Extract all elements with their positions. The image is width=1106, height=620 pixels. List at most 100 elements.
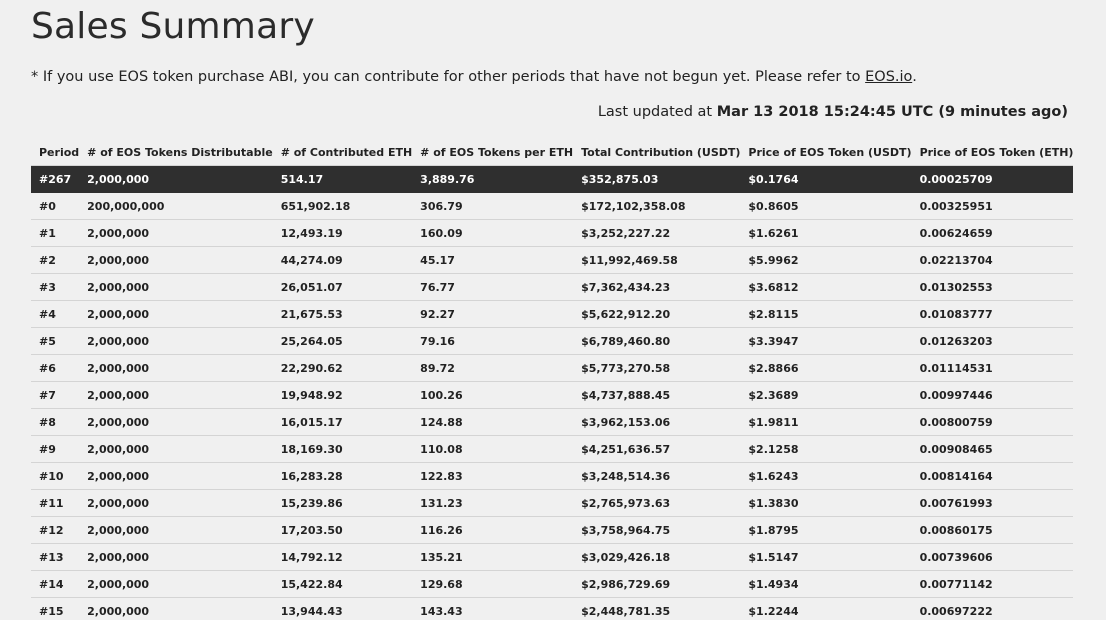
cell-price-eth: 0.00800759 [911,408,1074,436]
cell-tokens-per-eth: 160.09 [412,219,574,247]
cell-tokens-per-eth: 45.17 [412,246,574,274]
cell-total-contribution: $7,362,434.23 [573,273,741,301]
cell-price-usdt: $3.3947 [740,327,912,355]
cell-price-usdt: $2.8866 [740,354,912,382]
sales-table: Period # of EOS Tokens Distributable # o… [31,139,1074,620]
cell-price-usdt: $2.8115 [740,300,912,328]
cell-tokens-per-eth: 306.79 [412,192,574,220]
cell-total-contribution: $11,992,469.58 [573,246,741,274]
current-period-row: #267 2,000,000 514.17 3,889.76 $352,875.… [31,165,1074,193]
last-updated-timestamp: Mar 13 2018 15:24:45 UTC (9 minutes ago) [716,104,1068,120]
cell-total-contribution: $352,875.03 [573,165,741,193]
cell-tokens-per-eth: 124.88 [412,408,574,436]
cell-period: #15 [31,597,80,620]
cell-tokens-distributable: 2,000,000 [79,300,273,328]
cell-price-usdt: $3.6812 [740,273,912,301]
cell-total-contribution: $4,737,888.45 [573,381,741,409]
note-text: * If you use EOS token purchase ABI, you… [31,69,866,85]
cell-tokens-distributable: 2,000,000 [79,354,273,382]
header-price-eth: Price of EOS Token (ETH) [911,139,1074,166]
cell-period: #14 [31,570,80,598]
table-row: #8 2,000,000 16,015.17 124.88 $3,962,153.06 $… [31,408,1074,436]
cell-price-usdt: $1.6243 [740,462,912,490]
cell-contributed-eth: 16,015.17 [272,408,413,436]
cell-total-contribution: $6,789,460.80 [573,327,741,355]
cell-tokens-per-eth: 3,889.76 [412,165,574,193]
note-suffix: . [912,69,917,85]
cell-tokens-distributable: 2,000,000 [79,516,273,544]
cell-price-eth: 0.01114531 [911,354,1074,382]
header-price-usdt: Price of EOS Token (USDT) [740,139,912,166]
cell-period: #10 [31,462,80,490]
cell-tokens-per-eth: 131.23 [412,489,574,517]
cell-price-eth: 0.02213704 [911,246,1074,274]
table-row: #7 2,000,000 19,948.92 100.26 $4,737,888.45 $… [31,381,1074,409]
cell-period: #9 [31,435,80,463]
last-updated-label: Last updated at [597,104,717,120]
table-row: #9 2,000,000 18,169.30 110.08 $4,251,636.57 $… [31,435,1074,463]
cell-price-eth: 0.00908465 [911,435,1074,463]
cell-price-eth: 0.00814164 [911,462,1074,490]
cell-contributed-eth: 15,239.86 [272,489,413,517]
cell-tokens-distributable: 2,000,000 [79,570,273,598]
cell-tokens-distributable: 2,000,000 [79,435,273,463]
header-contributed-eth: # of Contributed ETH [272,139,413,166]
cell-period: #2 [31,246,80,274]
purchase-note: * If you use EOS token purchase ABI, you… [31,69,917,85]
table-row: #5 2,000,000 25,264.05 79.16 $6,789,460.80 $3… [31,327,1074,355]
cell-price-usdt: $1.9811 [740,408,912,436]
cell-contributed-eth: 14,792.12 [272,543,413,571]
cell-tokens-per-eth: 89.72 [412,354,574,382]
cell-price-usdt: $2.3689 [740,381,912,409]
cell-price-eth: 0.00860175 [911,516,1074,544]
cell-contributed-eth: 16,283.28 [272,462,413,490]
cell-total-contribution: $2,448,781.35 [573,597,741,620]
cell-period: #4 [31,300,80,328]
cell-contributed-eth: 514.17 [272,165,413,193]
cell-price-eth: 0.01263203 [911,327,1074,355]
table-row: #1 2,000,000 12,493.19 160.09 $3,252,227.22 $… [31,219,1074,247]
cell-total-contribution: $172,102,358.08 [573,192,741,220]
cell-price-usdt: $1.2244 [740,597,912,620]
cell-price-eth: 0.00624659 [911,219,1074,247]
last-updated: Last updated at Mar 13 2018 15:24:45 UTC… [598,104,1068,120]
cell-price-usdt: $5.9962 [740,246,912,274]
cell-price-usdt: $1.8795 [740,516,912,544]
cell-total-contribution: $5,773,270.58 [573,354,741,382]
cell-price-eth: 0.01083777 [911,300,1074,328]
cell-contributed-eth: 18,169.30 [272,435,413,463]
cell-total-contribution: $3,248,514.36 [573,462,741,490]
table-row: #13 2,000,000 14,792.12 135.21 $3,029,426.18… [31,543,1074,571]
cell-contributed-eth: 25,264.05 [272,327,413,355]
cell-tokens-distributable: 2,000,000 [79,462,273,490]
cell-tokens-per-eth: 122.83 [412,462,574,490]
cell-period: #0 [31,192,80,220]
page-title: Sales Summary [31,6,315,47]
cell-contributed-eth: 13,944.43 [272,597,413,620]
cell-period: #1 [31,219,80,247]
table-header-row: Period # of EOS Tokens Distributable # o… [31,139,1074,166]
header-tokens-per-eth: # of EOS Tokens per ETH [412,139,574,166]
cell-tokens-per-eth: 116.26 [412,516,574,544]
cell-tokens-distributable: 2,000,000 [79,165,273,193]
cell-tokens-distributable: 2,000,000 [79,408,273,436]
cell-total-contribution: $5,622,912.20 [573,300,741,328]
eos-io-link[interactable]: EOS.io [865,69,913,85]
cell-price-eth: 0.00997446 [911,381,1074,409]
cell-total-contribution: $3,758,964.75 [573,516,741,544]
cell-price-eth: 0.00739606 [911,543,1074,571]
cell-contributed-eth: 21,675.53 [272,300,413,328]
cell-period: #11 [31,489,80,517]
cell-tokens-distributable: 2,000,000 [79,597,273,620]
cell-tokens-per-eth: 129.68 [412,570,574,598]
cell-contributed-eth: 17,203.50 [272,516,413,544]
cell-price-eth: 0.00761993 [911,489,1074,517]
cell-tokens-distributable: 200,000,000 [79,192,273,220]
table-row: #3 2,000,000 26,051.07 76.77 $7,362,434.23 $3… [31,273,1074,301]
cell-tokens-distributable: 2,000,000 [79,327,273,355]
cell-tokens-distributable: 2,000,000 [79,273,273,301]
cell-price-usdt: $1.5147 [740,543,912,571]
cell-tokens-per-eth: 100.26 [412,381,574,409]
cell-tokens-per-eth: 110.08 [412,435,574,463]
